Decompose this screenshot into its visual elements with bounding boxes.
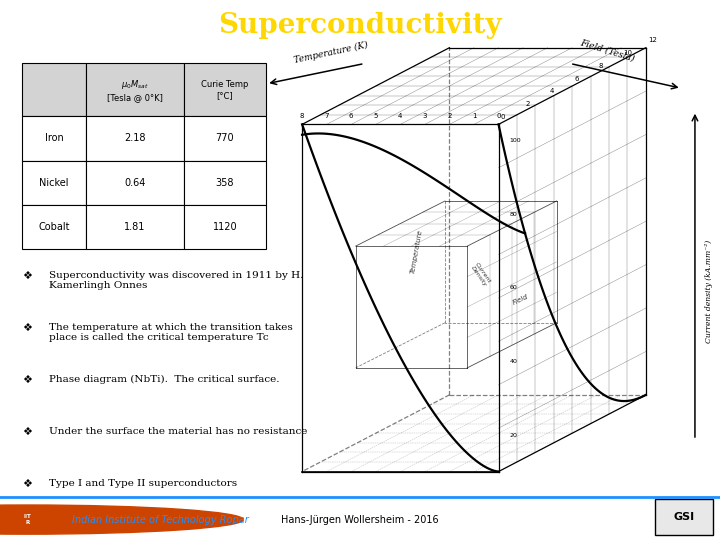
Text: Field: Field — [512, 293, 530, 306]
Bar — [184, 64, 266, 117]
Text: 0.64: 0.64 — [125, 178, 145, 187]
Text: Field (Tesla): Field (Tesla) — [579, 38, 636, 63]
Text: The temperature at which the transition takes
place is called the critical tempe: The temperature at which the transition … — [49, 323, 293, 342]
Text: 5: 5 — [374, 113, 378, 119]
Text: ❖: ❖ — [22, 479, 32, 489]
Bar — [22, 117, 86, 160]
Text: 8: 8 — [599, 63, 603, 69]
Text: 10: 10 — [624, 50, 633, 56]
Bar — [86, 64, 184, 117]
Text: 7: 7 — [325, 113, 329, 119]
Text: 2.18: 2.18 — [125, 133, 145, 144]
Bar — [184, 160, 266, 205]
Text: 1: 1 — [472, 113, 476, 119]
Text: 1120: 1120 — [212, 222, 238, 232]
Text: Temperature (K): Temperature (K) — [293, 41, 369, 65]
Text: 60: 60 — [510, 285, 518, 291]
Text: ❖: ❖ — [22, 323, 32, 333]
Text: 20: 20 — [510, 433, 518, 438]
Bar — [655, 499, 713, 535]
Text: 2: 2 — [447, 113, 451, 119]
Text: Type I and Type II superconductors: Type I and Type II superconductors — [49, 479, 237, 488]
Bar — [22, 205, 86, 249]
Text: $\mu_0 M_{sat}$
[Tesla @ 0°K]: $\mu_0 M_{sat}$ [Tesla @ 0°K] — [107, 78, 163, 102]
Text: 2: 2 — [526, 101, 530, 107]
Text: ❖: ❖ — [22, 427, 32, 437]
Bar — [184, 117, 266, 160]
Text: 1.81: 1.81 — [125, 222, 145, 232]
Text: 6: 6 — [575, 76, 579, 82]
Text: Curie Temp
[°C]: Curie Temp [°C] — [202, 80, 248, 99]
Text: Phase diagram (NbTi).  The critical surface.: Phase diagram (NbTi). The critical surfa… — [49, 375, 279, 384]
Text: Hans-Jürgen Wollersheim - 2016: Hans-Jürgen Wollersheim - 2016 — [282, 515, 438, 524]
Bar — [22, 64, 86, 117]
Text: 770: 770 — [216, 133, 234, 144]
Text: Temperature: Temperature — [409, 229, 423, 274]
Bar — [22, 160, 86, 205]
Circle shape — [0, 505, 243, 534]
Text: 80: 80 — [510, 212, 518, 217]
Bar — [86, 205, 184, 249]
Text: Indian Institute of Technology Ropar: Indian Institute of Technology Ropar — [72, 515, 248, 524]
Text: Iron: Iron — [45, 133, 63, 144]
Text: 4: 4 — [550, 89, 554, 94]
Text: 8: 8 — [300, 113, 305, 119]
Text: Nickel: Nickel — [40, 178, 68, 187]
Text: 0: 0 — [496, 113, 501, 119]
Text: 358: 358 — [216, 178, 234, 187]
Text: Cobalt: Cobalt — [38, 222, 70, 232]
Text: ❖: ❖ — [22, 271, 32, 281]
Text: 12: 12 — [648, 37, 657, 43]
Text: 0: 0 — [501, 114, 505, 120]
Text: ❖: ❖ — [22, 375, 32, 385]
Text: 6: 6 — [349, 113, 354, 119]
Bar — [86, 117, 184, 160]
Text: 4: 4 — [398, 113, 402, 119]
Text: Current
Density: Current Density — [469, 262, 492, 288]
Text: Current density (kA.mm⁻²): Current density (kA.mm⁻²) — [705, 240, 713, 343]
Text: Under the surface the material has no resistance: Under the surface the material has no re… — [49, 427, 307, 436]
Bar — [184, 205, 266, 249]
Text: GSI: GSI — [673, 512, 695, 522]
Text: IIT
R: IIT R — [24, 514, 31, 525]
Text: Superconductivity: Superconductivity — [218, 11, 502, 39]
Text: 3: 3 — [423, 113, 427, 119]
Text: 100: 100 — [510, 138, 521, 143]
Text: Superconductivity was discovered in 1911 by H.
Kamerlingh Onnes: Superconductivity was discovered in 1911… — [49, 271, 303, 290]
Text: 40: 40 — [510, 359, 518, 364]
Bar — [86, 160, 184, 205]
